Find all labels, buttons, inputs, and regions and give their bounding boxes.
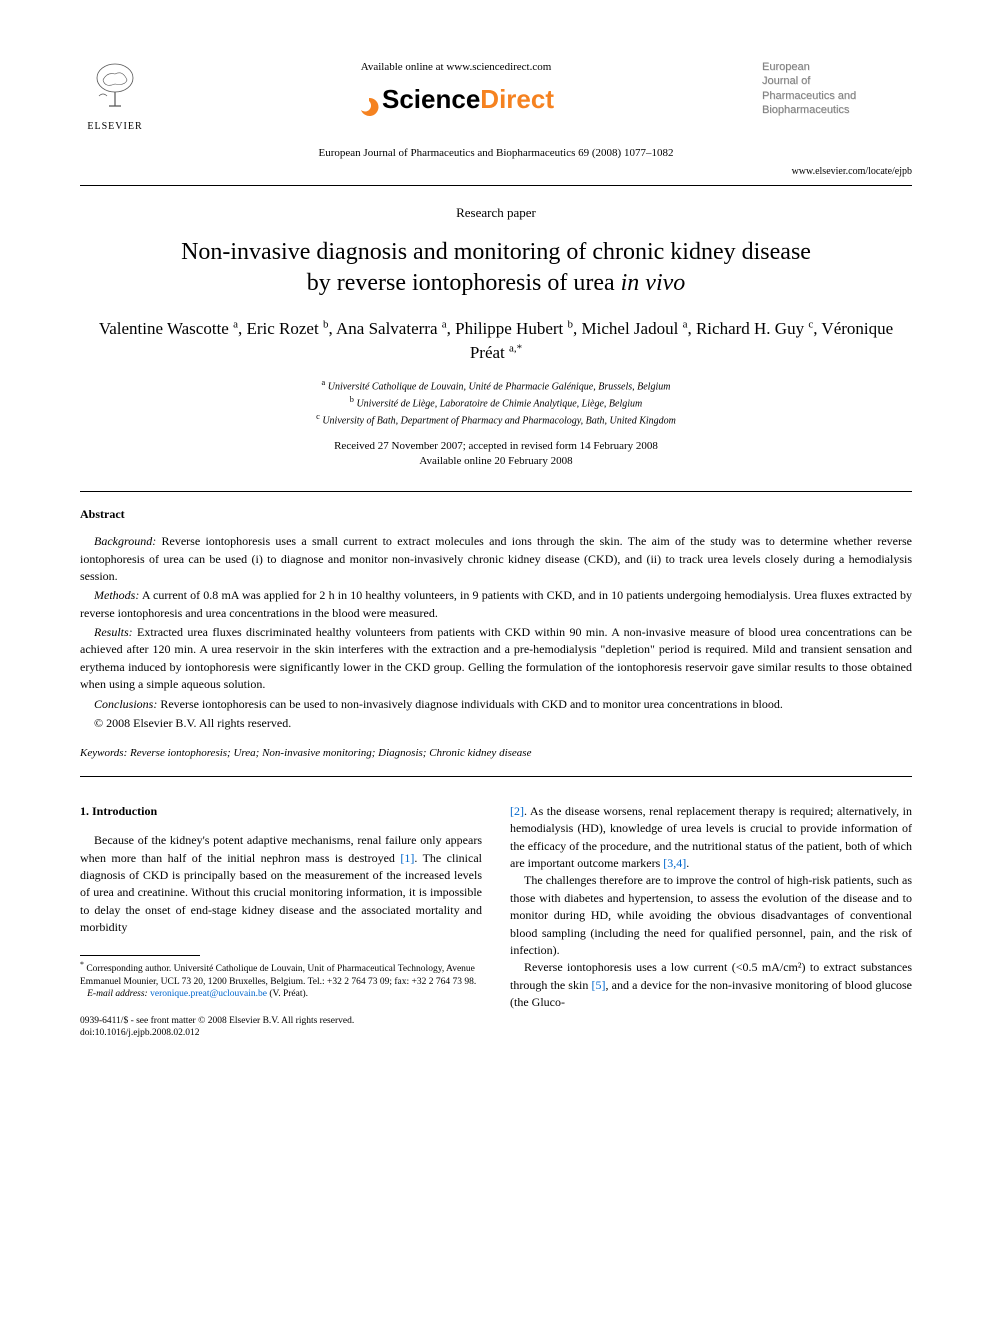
sd-swirl-icon: [358, 91, 380, 113]
keywords-text: Reverse iontophoresis; Urea; Non-invasiv…: [127, 747, 531, 759]
column-left: 1. Introduction Because of the kidney's …: [80, 803, 482, 1040]
keywords: Keywords: Reverse iontophoresis; Urea; N…: [80, 746, 912, 761]
sciencedirect-logo: ScienceDirect: [150, 81, 762, 117]
ref-link[interactable]: [5]: [591, 978, 605, 992]
keywords-label: Keywords:: [80, 747, 127, 759]
title-italic: in vivo: [621, 270, 686, 296]
affil-a: Université Catholique de Louvain, Unité …: [328, 381, 671, 392]
bg-text: Reverse iontophoresis uses a small curre…: [80, 534, 912, 583]
sd-text-b: Direct: [480, 84, 554, 114]
ref-link[interactable]: [2]: [510, 804, 524, 818]
intro-para1: Because of the kidney's potent adaptive …: [80, 832, 482, 936]
email-suffix: (V. Préat).: [267, 989, 308, 999]
email-label: E-mail address:: [87, 989, 148, 999]
abstract-section: Abstract Background: Reverse iontophores…: [80, 506, 912, 732]
journal-line: Biopharmaceutics: [762, 103, 912, 117]
methods-text: A current of 0.8 mA was applied for 2 h …: [80, 588, 912, 619]
ref-link[interactable]: [1]: [400, 851, 414, 865]
available-online-text: Available online at www.sciencedirect.co…: [150, 60, 762, 75]
dates: Received 27 November 2007; accepted in r…: [80, 439, 912, 470]
c2p1a: . As the disease worsens, renal replacem…: [510, 804, 912, 870]
paper-title: Non-invasive diagnosis and monitoring of…: [80, 237, 912, 299]
journal-name-block: European Journal of Pharmaceutics and Bi…: [762, 60, 912, 117]
elsevier-label: ELSEVIER: [80, 120, 150, 134]
abstract-results: Results: Extracted urea fluxes discrimin…: [80, 624, 912, 694]
corr-text: Corresponding author. Université Catholi…: [80, 964, 476, 987]
abstract-background: Background: Reverse iontophoresis uses a…: [80, 533, 912, 585]
divider: [80, 776, 912, 777]
abstract-conclusions: Conclusions: Reverse iontophoresis can b…: [80, 696, 912, 713]
dates-line1: Received 27 November 2007; accepted in r…: [334, 440, 658, 452]
bg-label: Background:: [94, 534, 156, 548]
concl-text: Reverse iontophoresis can be used to non…: [157, 697, 783, 711]
title-line1: Non-invasive diagnosis and monitoring of…: [181, 239, 811, 265]
journal-url[interactable]: www.elsevier.com/locate/ejpb: [80, 165, 912, 179]
divider: [80, 491, 912, 492]
col2-para1: [2]. As the disease worsens, renal repla…: [510, 803, 912, 873]
journal-line: Pharmaceutics and: [762, 89, 912, 103]
affil-b: Université de Liège, Laboratoire de Chim…: [356, 398, 642, 409]
methods-label: Methods:: [94, 588, 139, 602]
issn-line: 0939-6411/$ - see front matter © 2008 El…: [80, 1016, 354, 1026]
col2-para3: Reverse iontophoresis uses a low current…: [510, 959, 912, 1011]
citation-line: European Journal of Pharmaceutics and Bi…: [80, 146, 912, 161]
ref-link[interactable]: [3,4]: [663, 856, 686, 870]
intro-heading: 1. Introduction: [80, 803, 482, 820]
results-label: Results:: [94, 625, 133, 639]
email-link[interactable]: veronique.preat@uclouvain.be: [150, 989, 267, 999]
title-line2a: by reverse iontophoresis of urea: [307, 270, 621, 296]
journal-line: European: [762, 60, 912, 74]
affiliations: a Université Catholique de Louvain, Unit…: [80, 377, 912, 429]
bottom-meta: 0939-6411/$ - see front matter © 2008 El…: [80, 1015, 482, 1040]
body-columns: 1. Introduction Because of the kidney's …: [80, 803, 912, 1040]
paper-type: Research paper: [80, 204, 912, 222]
header-bar: ELSEVIER Available online at www.science…: [80, 60, 912, 134]
abstract-methods: Methods: A current of 0.8 mA was applied…: [80, 587, 912, 622]
footnote-rule: [80, 955, 200, 956]
journal-line: Journal of: [762, 74, 912, 88]
dates-line2: Available online 20 February 2008: [419, 455, 572, 467]
sciencedirect-block: Available online at www.sciencedirect.co…: [150, 60, 762, 118]
authors: Valentine Wascotte a, Eric Rozet b, Ana …: [80, 317, 912, 365]
doi-line: doi:10.1016/j.ejpb.2008.02.012: [80, 1028, 200, 1038]
corresponding-footnote: * Corresponding author. Université Catho…: [80, 960, 482, 1002]
copyright: © 2008 Elsevier B.V. All rights reserved…: [80, 715, 912, 732]
results-text: Extracted urea fluxes discriminated heal…: [80, 625, 912, 691]
affil-c: University of Bath, Department of Pharma…: [322, 416, 676, 427]
column-right: [2]. As the disease worsens, renal repla…: [510, 803, 912, 1040]
c2p1b: .: [686, 856, 689, 870]
elsevier-tree-icon: [80, 60, 150, 118]
divider: [80, 185, 912, 186]
elsevier-logo: ELSEVIER: [80, 60, 150, 134]
sd-text-a: Science: [382, 84, 480, 114]
concl-label: Conclusions:: [94, 697, 157, 711]
col2-para2: The challenges therefore are to improve …: [510, 872, 912, 959]
abstract-heading: Abstract: [80, 506, 912, 523]
